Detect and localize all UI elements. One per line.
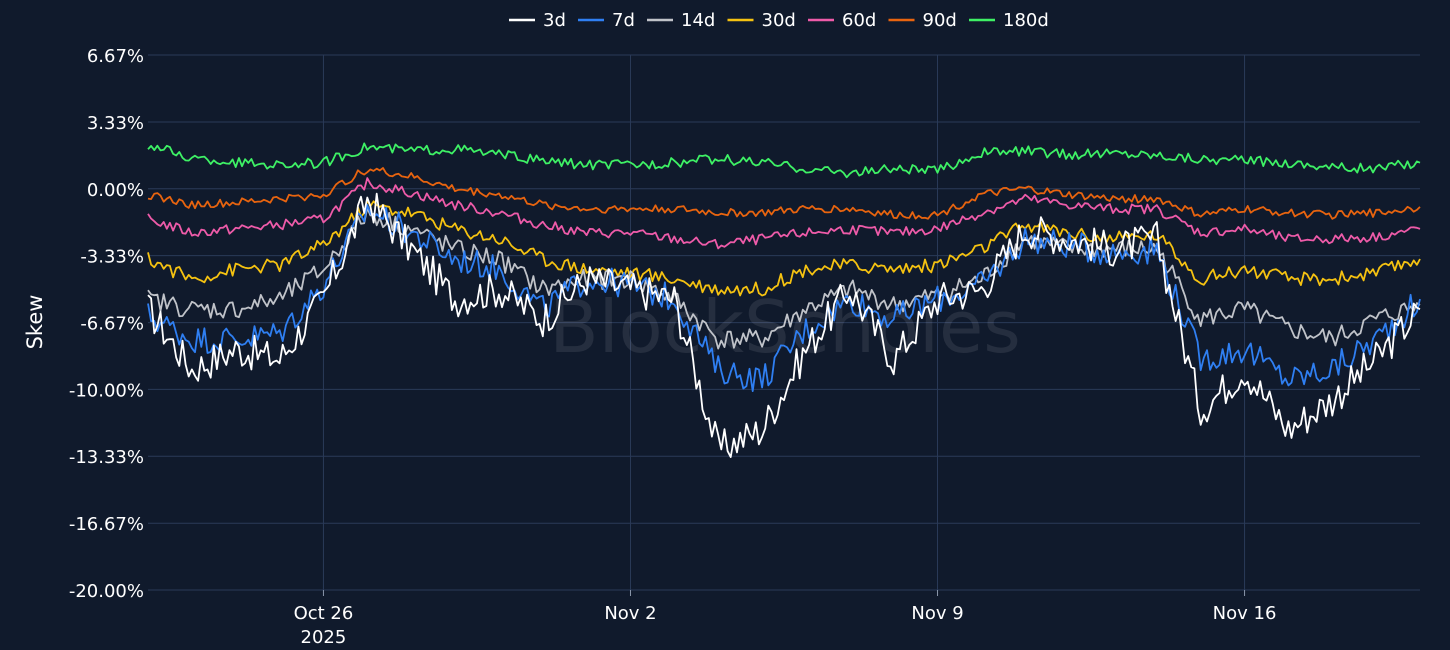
series-line-7d — [147, 203, 1421, 393]
y-tick-label: -6.67% — [80, 314, 144, 335]
y-axis-title: Skew — [23, 295, 47, 350]
series-line-30d — [147, 198, 1421, 297]
y-tick-label: 0.00% — [87, 180, 144, 201]
legend-item-180d[interactable]: 180d — [969, 10, 1049, 31]
legend-label: 14d — [681, 10, 715, 31]
y-axis: 6.67% 3.33% 0.00% -3.33% -6.67% -10.00% -13.33… — [69, 46, 144, 602]
legend-label: 180d — [1003, 10, 1049, 31]
series-line-180d — [147, 142, 1421, 179]
legend-label: 3d — [543, 10, 566, 31]
series-line-90d — [147, 167, 1421, 220]
y-tick-label: -20.00% — [69, 581, 144, 602]
legend-item-14d[interactable]: 14d — [647, 10, 715, 31]
x-tick-label: Nov 9 — [911, 603, 963, 624]
y-tick-label: -13.33% — [69, 447, 144, 468]
legend: 3d 7d 14d 30d 60d 90d 180d — [509, 10, 1049, 31]
gridlines — [148, 54, 1420, 591]
legend-label: 90d — [923, 10, 957, 31]
x-tick-label: Nov 2 — [604, 603, 656, 624]
y-tick-label: -16.67% — [69, 514, 144, 535]
x-axis: Oct 26 2025 Nov 2 Nov 9 Nov 16 — [294, 590, 1277, 648]
y-tick-label: -3.33% — [80, 247, 144, 268]
legend-item-3d[interactable]: 3d — [509, 10, 566, 31]
x-tick-label: Oct 26 — [294, 603, 354, 624]
y-tick-label: 6.67% — [87, 46, 144, 67]
legend-label: 60d — [842, 10, 876, 31]
x-tick-label: Nov 16 — [1213, 603, 1277, 624]
legend-item-30d[interactable]: 30d — [727, 10, 796, 31]
legend-item-60d[interactable]: 60d — [808, 10, 876, 31]
series-lines — [147, 142, 1421, 459]
y-tick-label: 3.33% — [87, 113, 144, 134]
legend-label: 7d — [612, 10, 635, 31]
legend-item-90d[interactable]: 90d — [888, 10, 957, 31]
x-tick-sublabel: 2025 — [301, 627, 347, 648]
legend-label: 30d — [762, 10, 796, 31]
series-line-3d — [147, 192, 1421, 459]
y-tick-label: -10.00% — [69, 380, 144, 401]
series-line-14d — [147, 206, 1421, 350]
series-line-60d — [147, 177, 1421, 250]
legend-item-7d[interactable]: 7d — [578, 10, 635, 31]
